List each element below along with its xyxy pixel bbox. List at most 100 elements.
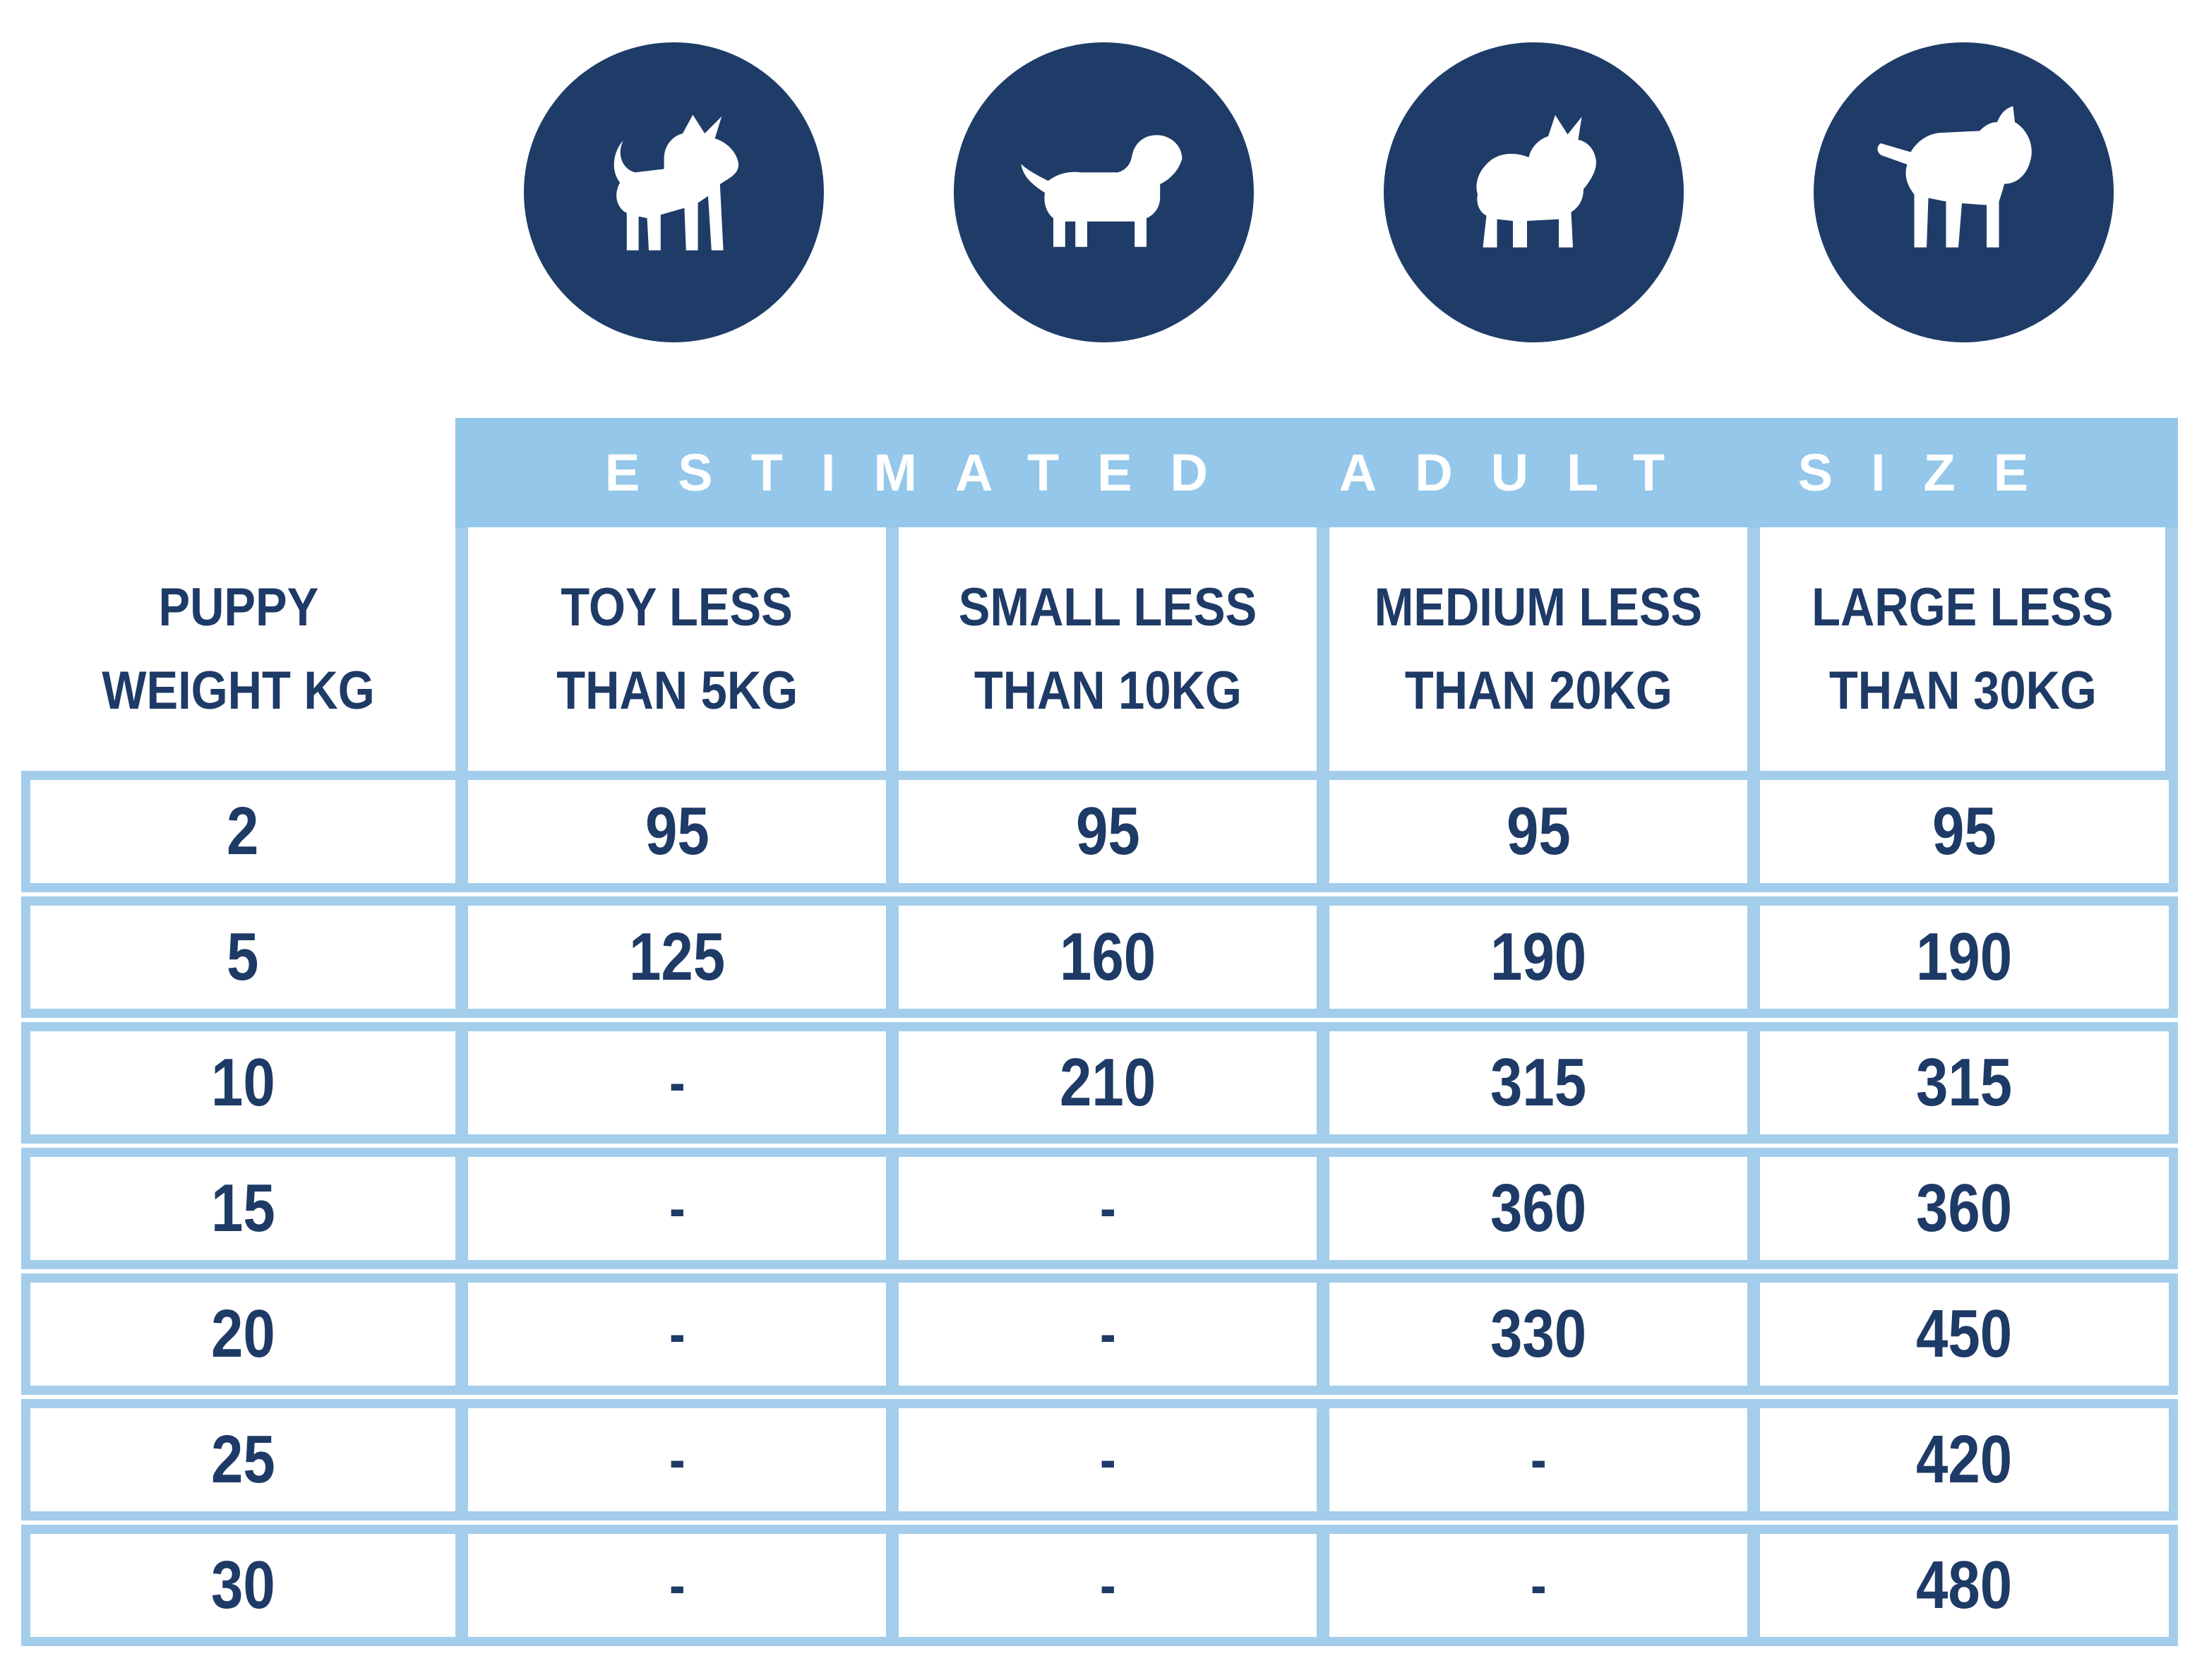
food-amount-cell: - [899, 1283, 1317, 1386]
column-header-line: THAN 10KG [974, 660, 1242, 721]
column-header-line: TOY LESS [561, 577, 794, 637]
cell-value: 330 [1490, 1296, 1587, 1372]
food-amount-cell: - [468, 1157, 886, 1260]
column-separator [886, 1157, 899, 1260]
column-header-medium: MEDIUM LESS THAN 20KG [1329, 527, 1747, 771]
column-separator [1317, 1408, 1329, 1511]
puppy-weight-cell: 20 [30, 1283, 455, 1386]
corgi-icon [1475, 114, 1596, 247]
cell-value: - [669, 1554, 686, 1616]
food-amount-cell: 95 [468, 780, 886, 883]
small-size-circle [954, 42, 1254, 342]
column-header-toy: TOY LESS THAN 5KG [468, 527, 886, 771]
puppy-weight-cell: 2 [30, 780, 455, 883]
food-amount-cell: - [899, 1157, 1317, 1260]
column-separator [886, 906, 899, 1009]
food-amount-cell: - [1329, 1408, 1747, 1511]
row-header-line2: WEIGHT KG [102, 660, 375, 721]
column-separator [1317, 780, 1329, 883]
column-separator [1747, 780, 1760, 883]
food-amount-cell: 330 [1329, 1283, 1747, 1386]
food-amount-cell: 190 [1329, 906, 1747, 1009]
cell-value: - [669, 1051, 686, 1114]
cell-value: 95 [1506, 793, 1571, 869]
row-header-line1: PUPPY [158, 577, 318, 637]
cell-value: 2 [227, 793, 259, 869]
food-amount-cell: 360 [1760, 1157, 2169, 1260]
column-header-line: MEDIUM LESS [1374, 577, 1703, 637]
cell-value: - [669, 1302, 686, 1365]
cell-value: - [669, 1177, 686, 1240]
food-amount-cell: - [468, 1283, 886, 1386]
column-header-line: THAN 20KG [1404, 660, 1672, 721]
column-separator [886, 527, 899, 771]
column-header-line: THAN 30KG [1828, 660, 2097, 721]
food-amount-cell: - [899, 1408, 1317, 1511]
column-separator [455, 1534, 468, 1637]
column-header-line: THAN 5KG [556, 660, 798, 721]
cell-value: 5 [227, 919, 259, 995]
food-amount-cell: 480 [1760, 1534, 2169, 1637]
cell-value: 95 [645, 793, 710, 869]
food-amount-cell: 160 [899, 906, 1317, 1009]
cell-value: 125 [628, 919, 726, 995]
food-amount-cell: 450 [1760, 1283, 2169, 1386]
column-separator [455, 780, 468, 883]
table-row: 30 - - - 480 [21, 1525, 2178, 1646]
column-separator [455, 527, 468, 771]
table-title-banner: ESTIMATED ADULT SIZE [455, 418, 2178, 527]
column-separator [886, 1031, 899, 1134]
food-amount-cell: - [468, 1031, 886, 1134]
column-separator [1747, 1534, 1760, 1637]
cell-value: 15 [210, 1170, 275, 1246]
toy-size-circle [524, 42, 824, 342]
cell-value: 95 [1932, 793, 1997, 869]
food-amount-cell: 95 [1329, 780, 1747, 883]
column-separator [1747, 1031, 1760, 1134]
table-row: 20 - - 330 450 [21, 1273, 2178, 1395]
cell-value: 480 [1916, 1547, 2013, 1623]
food-amount-cell: - [1329, 1534, 1747, 1637]
column-separator [886, 1408, 899, 1511]
column-separator [455, 906, 468, 1009]
column-separator [1317, 1157, 1329, 1260]
table-header-row: PUPPY WEIGHT KG TOY LESS THAN 5KG SMALL … [21, 527, 2178, 771]
column-separator [1747, 527, 1760, 771]
table-row: 10 - 210 315 315 [21, 1022, 2178, 1144]
column-separator [1317, 1283, 1329, 1386]
cell-value: - [1530, 1554, 1547, 1616]
cell-value: 190 [1490, 919, 1587, 995]
food-amount-cell: 125 [468, 906, 886, 1009]
row-header-cell: PUPPY WEIGHT KG [21, 527, 455, 771]
cell-value: 20 [210, 1296, 275, 1372]
cell-value: 420 [1916, 1422, 2013, 1497]
table-title: ESTIMATED ADULT SIZE [604, 443, 2067, 502]
column-separator [886, 1534, 899, 1637]
cell-value: 190 [1916, 919, 2013, 995]
column-header-line: LARGE LESS [1812, 577, 2114, 637]
food-amount-cell: 190 [1760, 906, 2169, 1009]
column-header-small: SMALL LESS THAN 10KG [899, 527, 1317, 771]
column-separator [886, 780, 899, 883]
cell-value: 95 [1075, 793, 1140, 869]
table-row: 15 - - 360 360 [21, 1148, 2178, 1269]
column-separator [1747, 906, 1760, 1009]
column-separator [1317, 906, 1329, 1009]
column-separator [455, 1283, 468, 1386]
cell-value: - [1099, 1554, 1116, 1616]
food-amount-cell: - [468, 1534, 886, 1637]
food-amount-cell: - [468, 1408, 886, 1511]
column-separator [1747, 1408, 1760, 1511]
column-separator [1317, 1534, 1329, 1637]
cell-value: 315 [1916, 1045, 2013, 1120]
medium-size-circle [1384, 42, 1684, 342]
column-separator [455, 1408, 468, 1511]
food-amount-cell: 360 [1329, 1157, 1747, 1260]
food-amount-cell: 315 [1329, 1031, 1747, 1134]
column-separator [1317, 527, 1329, 771]
large-size-circle [1814, 42, 2114, 342]
cell-value: 450 [1916, 1296, 2013, 1372]
cell-value: 25 [210, 1422, 275, 1497]
table-row: 2 95 95 95 95 [21, 771, 2178, 892]
column-separator [455, 1031, 468, 1134]
